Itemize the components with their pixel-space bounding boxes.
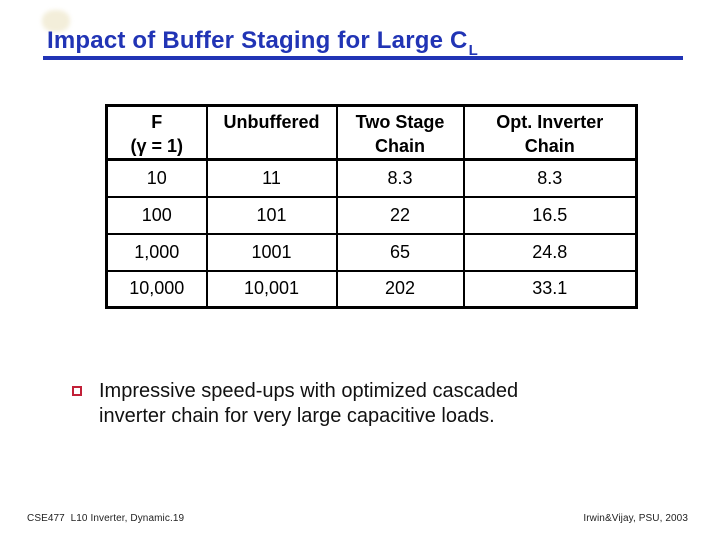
cell-unbuffered-1000: 1001 [205, 232, 338, 272]
title-underline [43, 56, 683, 60]
cell-opt-inverter-10: 8.3 [462, 158, 638, 198]
col-header-two-stage-line2: Chain [374, 136, 425, 156]
table-header-row: F (γ = 1) Unbuffered Two Stage Chain Opt… [105, 104, 638, 161]
cell-two-stage-10: 8.3 [335, 158, 465, 198]
col-header-two-stage: Two Stage Chain [335, 104, 465, 161]
bullet-item: Impressive speed-ups with optimized casc… [72, 379, 518, 429]
cell-opt-inverter-10000: 33.1 [462, 269, 638, 309]
cell-unbuffered-10000: 10,001 [205, 269, 338, 309]
table-row: 1,000 1001 65 24.8 [105, 232, 638, 272]
bullet-square-icon [72, 386, 82, 396]
cell-opt-inverter-100: 16.5 [462, 195, 638, 235]
table-row: 10 11 8.3 8.3 [105, 158, 638, 198]
title-subscript: L [468, 42, 478, 59]
cell-f-100: 100 [105, 195, 208, 235]
cell-f-1000: 1,000 [105, 232, 208, 272]
footer-course-label: CSE477 L10 Inverter, Dynamic.19 [27, 513, 185, 524]
col-header-opt-inverter-line1: Opt. Inverter [496, 112, 604, 132]
cell-unbuffered-10: 11 [205, 158, 338, 198]
col-header-unbuffered-line1: Unbuffered [223, 112, 320, 132]
col-header-f-line2: (γ = 1) [130, 136, 184, 156]
results-table: F (γ = 1) Unbuffered Two Stage Chain Opt… [105, 104, 638, 309]
bullet-text-line2: inverter chain for very large capacitive… [99, 405, 495, 427]
cell-two-stage-1000: 65 [335, 232, 465, 272]
cell-f-10: 10 [105, 158, 208, 198]
col-header-f-line1: F [151, 112, 163, 132]
footer-credit-label: Irwin&Vijay, PSU, 2003 [583, 513, 688, 524]
bullet-text-line1: Impressive speed-ups with optimized casc… [99, 380, 519, 402]
table-row: 10,000 10,001 202 33.1 [105, 269, 638, 309]
title-text: Impact of Buffer Staging for Large C [47, 27, 468, 54]
col-header-f: F (γ = 1) [105, 104, 208, 161]
table-row: 100 101 22 16.5 [105, 195, 638, 235]
cell-two-stage-100: 22 [335, 195, 465, 235]
results-table-container: F (γ = 1) Unbuffered Two Stage Chain Opt… [105, 104, 638, 309]
cell-f-10000: 10,000 [105, 269, 208, 309]
col-header-opt-inverter-line2: Chain [524, 136, 575, 156]
cell-opt-inverter-1000: 24.8 [462, 232, 638, 272]
col-header-two-stage-line1: Two Stage [355, 112, 445, 132]
bullet-text: Impressive speed-ups with optimized casc… [99, 379, 518, 429]
col-header-opt-inverter: Opt. Inverter Chain [462, 104, 638, 161]
cell-unbuffered-100: 101 [205, 195, 338, 235]
cell-two-stage-10000: 202 [335, 269, 465, 309]
faded-logo-mark [42, 10, 70, 32]
col-header-unbuffered: Unbuffered [205, 104, 338, 161]
page-title: Impact of Buffer Staging for Large CL [47, 27, 478, 59]
